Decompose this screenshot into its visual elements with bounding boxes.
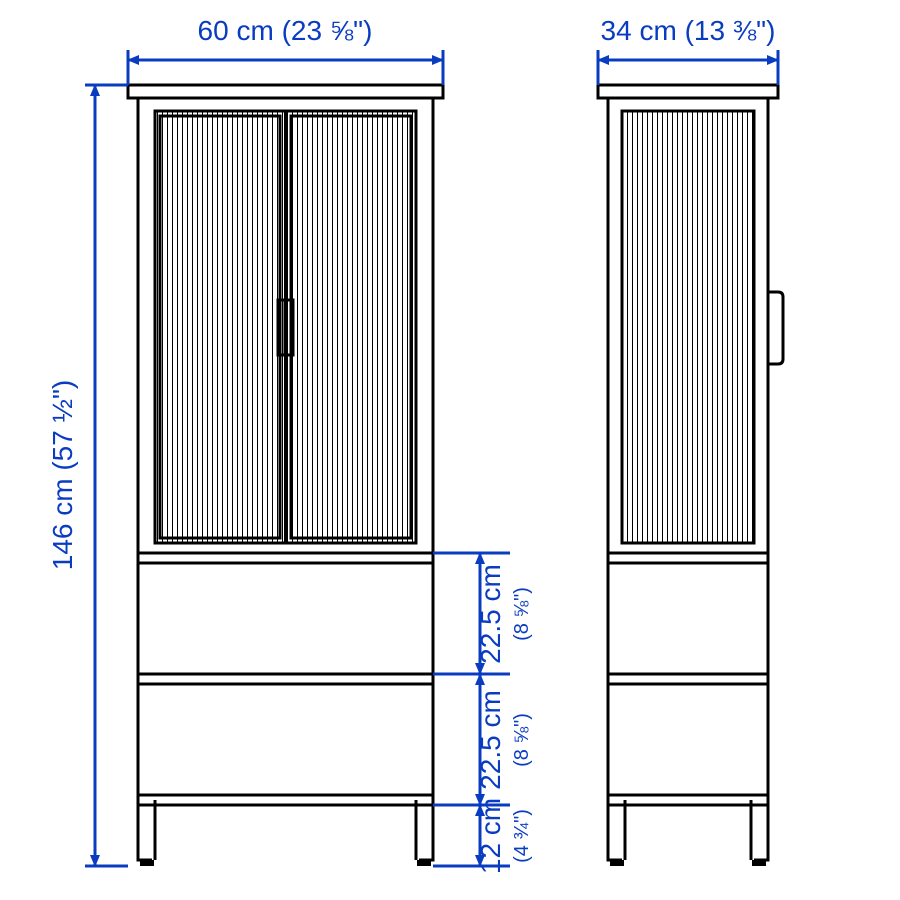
- dim-total-height: 146 cm (57 ½"): [47, 380, 78, 570]
- cabinet-dimension-drawing: 60 cm (23 ⅝") 34 cm (13 ⅜") 146 cm (57 ½…: [0, 0, 900, 900]
- dim-foot-cm: 12 cm: [475, 798, 506, 874]
- dim-foot-in: (4 ¾"): [511, 809, 533, 863]
- dim-shelf-a-in: (8 ⅝"): [511, 587, 533, 641]
- side-view: [598, 85, 783, 870]
- dim-shelf-b-cm: 22.5 cm: [475, 690, 506, 790]
- dim-side-depth: 34 cm (13 ⅜"): [601, 15, 776, 46]
- dim-shelf-b-in: (8 ⅝"): [511, 713, 533, 767]
- dim-front-width: 60 cm (23 ⅝"): [198, 15, 373, 46]
- dim-shelf-a-cm: 22.5 cm: [475, 564, 506, 664]
- front-view: [128, 85, 443, 870]
